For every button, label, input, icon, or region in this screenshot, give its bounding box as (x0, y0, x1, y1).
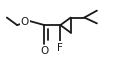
Text: O: O (21, 17, 29, 27)
Text: F: F (57, 42, 63, 52)
Text: O: O (40, 46, 48, 55)
